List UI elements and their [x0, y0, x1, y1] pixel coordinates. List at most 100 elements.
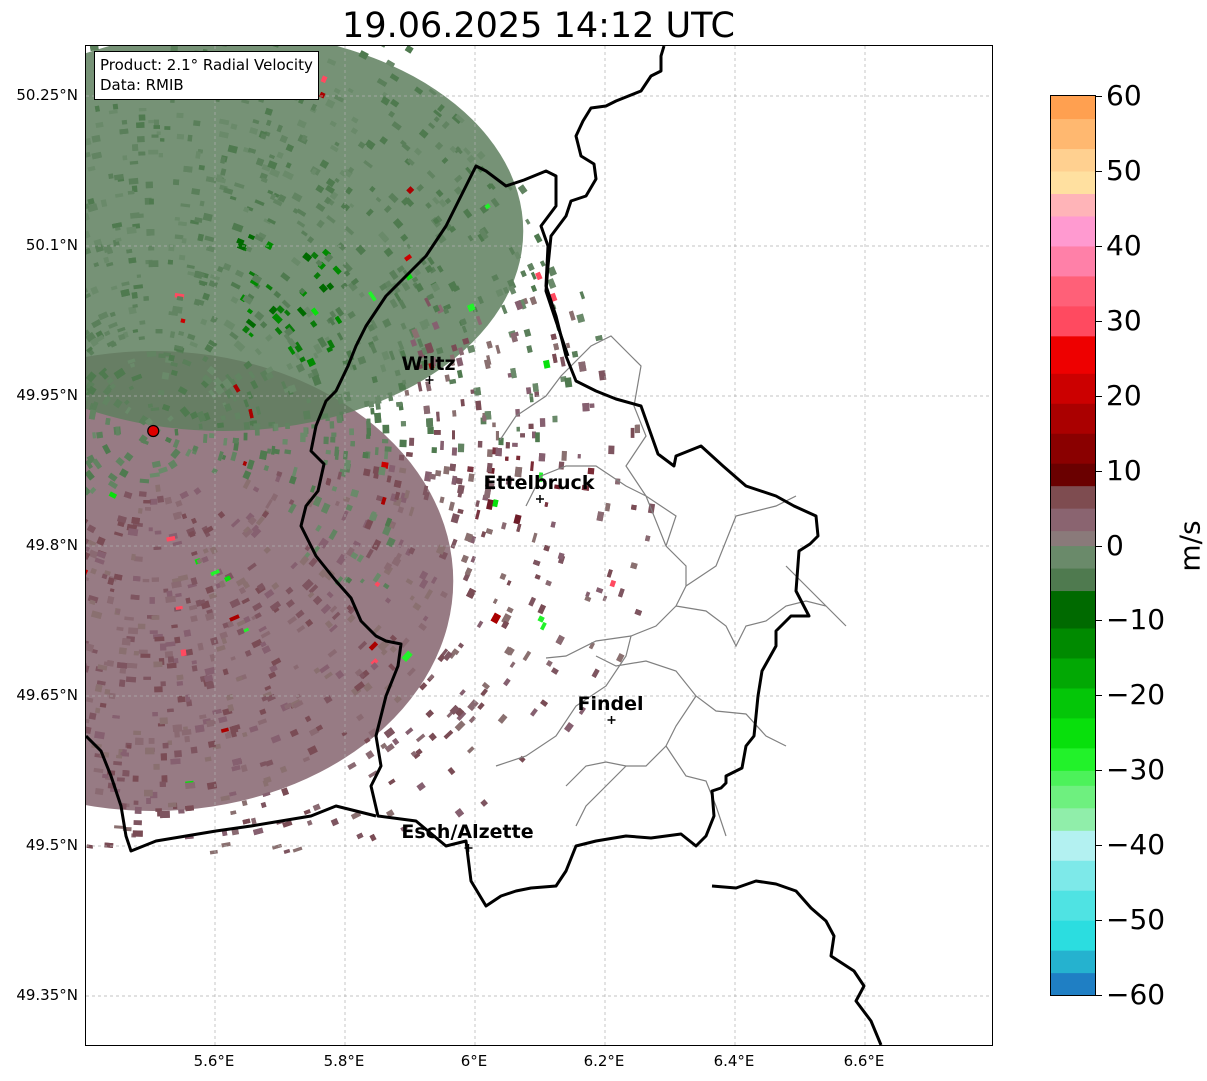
echo-cell — [474, 509, 481, 520]
echo-cell — [292, 700, 304, 709]
echo-cell — [390, 98, 400, 108]
echo-cell — [325, 184, 335, 194]
echo-cell — [354, 668, 363, 677]
echo-cell — [385, 597, 391, 604]
echo-cell — [455, 114, 465, 124]
echo-cell — [281, 381, 287, 390]
echo-cell — [101, 573, 108, 580]
echo-cell — [145, 747, 155, 755]
echo-cell — [430, 282, 440, 292]
echo-cell — [138, 434, 148, 444]
echo-cell — [128, 385, 134, 391]
colorbar-segment — [1051, 920, 1095, 951]
echo-cell — [138, 114, 146, 121]
echo-cell — [468, 473, 475, 483]
echo-cell — [121, 803, 127, 810]
echo-cell — [97, 311, 109, 321]
echo-cell — [261, 645, 271, 654]
echo-cell — [249, 725, 259, 733]
echo-cell — [506, 580, 512, 586]
echo-cell — [265, 241, 274, 251]
echo-cell — [107, 577, 115, 586]
echo-cell — [155, 808, 162, 812]
echo-cell — [347, 310, 356, 320]
echo-cell — [176, 681, 184, 686]
echo-cell — [457, 642, 464, 649]
echo-cell — [453, 186, 463, 195]
echo-cell — [195, 270, 202, 276]
echo-cell — [475, 400, 482, 411]
echo-cell — [176, 133, 185, 140]
echo-cell — [293, 664, 299, 670]
echo-cell — [127, 528, 139, 537]
echo-cell — [459, 689, 466, 696]
echo-cell — [281, 787, 290, 796]
echo-cell — [296, 119, 307, 129]
echo-cell — [492, 422, 496, 428]
echo-cell — [104, 570, 111, 576]
echo-cell — [405, 273, 413, 281]
echo-cell — [125, 676, 137, 683]
echo-cell — [153, 661, 163, 668]
echo-cell — [148, 527, 153, 532]
echo-cell — [282, 820, 293, 828]
echo-cell — [96, 550, 107, 559]
echo-cell — [236, 619, 247, 627]
echo-cell — [552, 415, 558, 423]
echo-cell — [437, 653, 446, 663]
echo-cell — [201, 374, 213, 385]
echo-cell — [89, 486, 97, 495]
colorbar-segment — [1051, 373, 1095, 404]
echo-cell — [456, 369, 464, 379]
echo-cell — [100, 199, 108, 208]
echo-cell — [242, 627, 250, 633]
echo-cell — [86, 151, 91, 159]
echo-cell — [505, 442, 510, 449]
echo-cell — [200, 599, 206, 604]
echo-cell — [86, 844, 94, 849]
echo-cell — [455, 147, 463, 155]
echo-cell — [231, 757, 243, 766]
echo-cell — [86, 718, 90, 724]
echo-cell — [399, 350, 407, 359]
echo-cell — [443, 308, 450, 315]
colorbar-tick-mark — [1096, 320, 1102, 322]
echo-cell — [97, 664, 108, 671]
echo-cell — [218, 716, 228, 724]
colorbar-tick-label: −40 — [1106, 828, 1166, 862]
echo-cell — [243, 206, 250, 213]
echo-cell — [220, 415, 226, 421]
echo-cell — [307, 372, 315, 379]
echo-cell — [363, 468, 371, 477]
echo-cell — [220, 795, 230, 802]
echo-cell — [372, 572, 382, 583]
colorbar-segment — [1051, 275, 1095, 307]
echo-cell — [310, 320, 318, 328]
echo-cell — [383, 562, 393, 571]
echo-cell — [440, 440, 444, 450]
echo-cell — [347, 281, 358, 292]
echo-cell — [447, 767, 456, 776]
echo-cell — [528, 423, 534, 429]
echo-cell — [117, 515, 127, 524]
echo-cell — [333, 94, 345, 103]
echo-cell — [123, 491, 133, 499]
echo-cell — [327, 648, 338, 658]
echo-cell — [123, 452, 134, 462]
echo-cell — [253, 423, 261, 429]
echo-cell — [355, 244, 366, 256]
echo-cell — [449, 463, 456, 472]
echo-cell — [149, 597, 155, 604]
echo-cell — [313, 343, 323, 355]
echo-cell — [473, 387, 482, 396]
echo-cell — [216, 422, 224, 429]
echo-cell — [519, 299, 527, 310]
echo-cell — [410, 750, 417, 757]
echo-cell — [87, 539, 97, 547]
echo-cell — [501, 522, 507, 530]
echo-cell — [357, 141, 366, 149]
echo-cell — [343, 168, 353, 178]
echo-cell — [341, 731, 348, 737]
echo-cell — [514, 466, 523, 478]
city-label: Ettelbruck — [483, 472, 595, 494]
